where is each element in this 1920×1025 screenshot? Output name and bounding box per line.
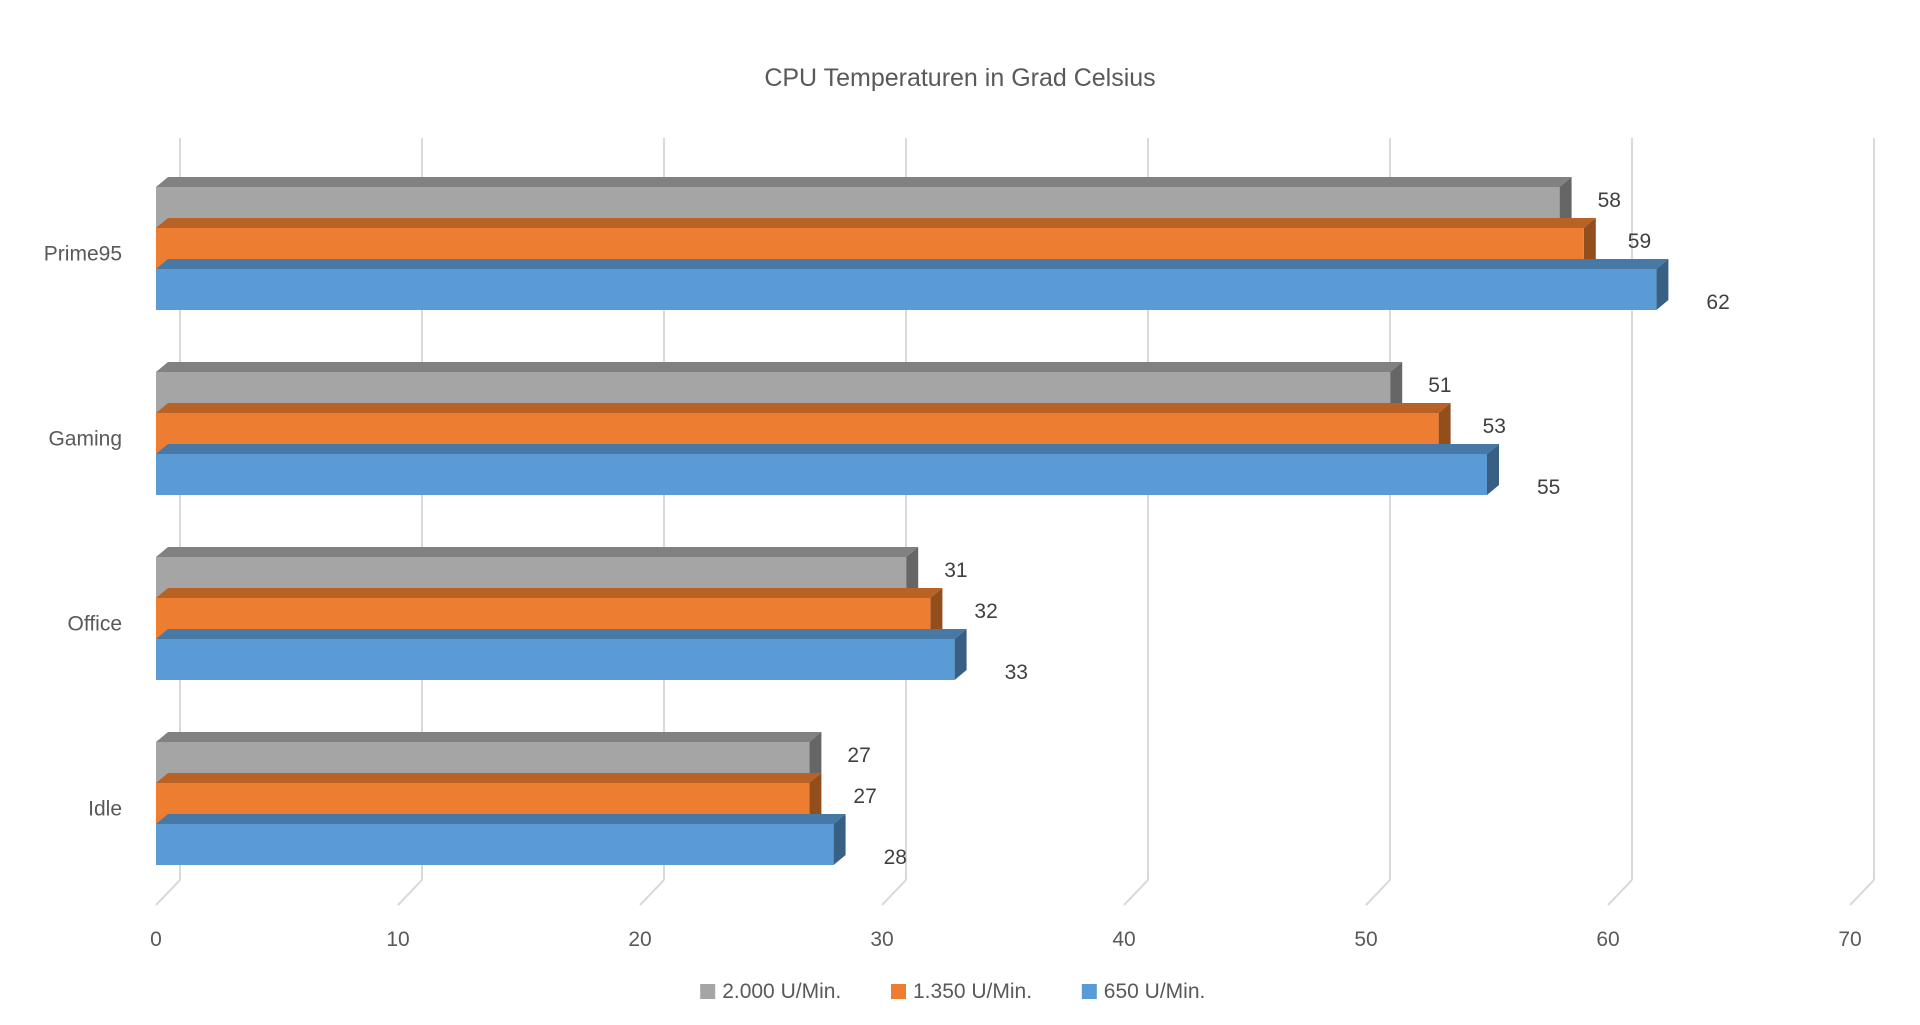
bar-side-face <box>1583 218 1596 269</box>
bar-top-face <box>156 547 919 557</box>
data-label-idle-1-350-u-min: 27 <box>853 785 876 808</box>
x-tick-label: 40 <box>1112 928 1135 951</box>
legend-item-650-u-min: 650 U/Min. <box>1081 980 1206 1003</box>
legend-label: 1.350 U/Min. <box>913 980 1032 1003</box>
bar-top-face <box>156 444 1499 454</box>
bar-prime95-650-u-min <box>156 259 1669 310</box>
x-tick-label: 60 <box>1596 928 1619 951</box>
bar-top-face <box>156 362 1403 372</box>
legend-item-1-350-u-min: 1.350 U/Min. <box>891 980 1032 1003</box>
bar-side-face <box>930 588 943 639</box>
category-label-office: Office <box>68 613 122 636</box>
data-label-idle-650-u-min: 28 <box>884 846 907 869</box>
bar-top-face <box>156 814 846 824</box>
data-label-prime95-650-u-min: 62 <box>1706 291 1729 314</box>
legend-swatch <box>891 984 906 999</box>
bar-side-face <box>1559 177 1572 228</box>
bar-top-face <box>156 218 1596 228</box>
legend-swatch <box>700 984 716 999</box>
data-label-prime95-2-000-u-min: 58 <box>1598 189 1621 212</box>
bar-side-face <box>906 547 919 598</box>
category-labels: Prime95 Gaming Office Idle <box>44 243 122 821</box>
gridline-floor <box>1123 879 1149 906</box>
bar-top-face <box>156 732 822 742</box>
gridline-floor <box>155 879 181 906</box>
bar-front-face <box>156 269 1657 310</box>
x-tick-label: 0 <box>150 928 162 951</box>
bar-top-face <box>156 259 1669 269</box>
bar-side-face <box>1656 259 1669 310</box>
gridline-floor <box>1607 879 1633 906</box>
gridline-floor <box>1365 879 1391 906</box>
bar-side-face <box>809 732 822 783</box>
bar-side-face <box>1390 362 1403 413</box>
bar-top-face <box>156 588 943 598</box>
category-label-prime95: Prime95 <box>44 243 122 266</box>
data-label-idle-2-000-u-min: 27 <box>847 744 870 767</box>
x-axis-ticks: 0 10 20 30 40 50 60 70 <box>150 928 1862 951</box>
legend-label: 650 U/Min. <box>1104 980 1206 1003</box>
bars <box>156 177 1669 865</box>
bar-office-650-u-min <box>156 629 967 680</box>
bar-gaming-650-u-min <box>156 444 1499 495</box>
bar-side-face <box>1438 403 1451 454</box>
bar-front-face <box>156 454 1487 495</box>
gridline-floor <box>639 879 665 906</box>
bar-top-face <box>156 773 822 783</box>
category-label-idle: Idle <box>88 798 122 821</box>
data-label-gaming-1-350-u-min: 53 <box>1483 415 1506 438</box>
x-tick-label: 70 <box>1838 928 1861 951</box>
legend: 2.000 U/Min. 1.350 U/Min. 650 U/Min. <box>700 980 1205 1003</box>
bar-front-face <box>156 639 955 680</box>
legend-swatch <box>1081 984 1097 999</box>
legend-label: 2.000 U/Min. <box>722 980 841 1003</box>
category-label-gaming: Gaming <box>48 428 122 451</box>
chart-title: CPU Temperaturen in Grad Celsius <box>764 64 1155 92</box>
bar-side-face <box>954 629 967 680</box>
data-label-office-2-000-u-min: 31 <box>944 559 967 582</box>
x-tick-label: 20 <box>628 928 651 951</box>
gridline-floor <box>881 879 907 906</box>
x-tick-label: 30 <box>870 928 893 951</box>
bar-top-face <box>156 403 1451 413</box>
data-label-gaming-650-u-min: 55 <box>1537 476 1560 499</box>
bar-top-face <box>156 629 967 639</box>
gridline-floor <box>397 879 423 906</box>
bar-top-face <box>156 177 1572 187</box>
x-tick-label: 50 <box>1354 928 1377 951</box>
data-labels: 58 59 62 51 53 55 31 32 33 27 27 28 <box>847 189 1729 869</box>
bar-idle-650-u-min <box>156 814 846 865</box>
data-label-office-1-350-u-min: 32 <box>974 600 997 623</box>
data-label-prime95-1-350-u-min: 59 <box>1628 230 1651 253</box>
bar-side-face <box>1487 444 1499 495</box>
data-label-gaming-2-000-u-min: 51 <box>1428 374 1451 397</box>
bar-side-face <box>809 773 822 824</box>
legend-item-2-000-u-min: 2.000 U/Min. <box>700 980 841 1003</box>
bar-side-face <box>833 814 846 865</box>
gridline-floor <box>1849 879 1875 906</box>
bar-front-face <box>156 824 834 865</box>
x-tick-label: 10 <box>386 928 409 951</box>
data-label-office-650-u-min: 33 <box>1005 661 1028 684</box>
